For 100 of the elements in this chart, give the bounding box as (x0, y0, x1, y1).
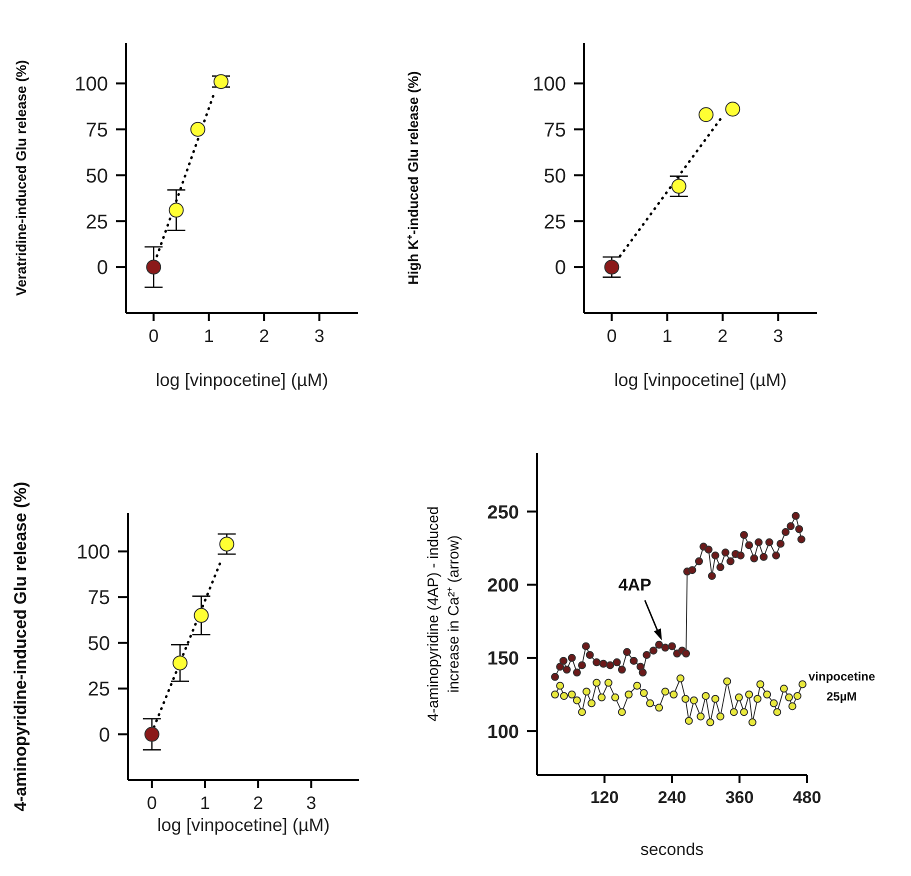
point (668, 642, 676, 650)
y-tick-label: 25 (86, 211, 108, 234)
y-tick-label: 0 (554, 257, 566, 280)
point (763, 690, 772, 698)
point (592, 678, 601, 687)
point (655, 640, 664, 649)
point (568, 654, 576, 662)
y-tick-label: 50 (86, 165, 108, 188)
y-axis-title: Veratridine-induced Glu release (%) (13, 60, 29, 296)
point (559, 656, 568, 665)
point (695, 557, 703, 566)
point (219, 536, 234, 552)
point (716, 563, 724, 572)
point (706, 718, 714, 726)
point (612, 658, 621, 666)
x-tick-label: 1 (662, 326, 672, 346)
point (630, 656, 638, 665)
point (551, 690, 559, 698)
x-tick-label: 0 (148, 326, 159, 346)
point (793, 692, 802, 700)
y-tick-label: 200 (487, 575, 519, 596)
point (599, 660, 608, 668)
point (670, 690, 678, 698)
point (649, 646, 658, 655)
point (556, 662, 564, 671)
series-label: vinpocetine 25µM (808, 669, 876, 704)
point (750, 554, 758, 562)
point (588, 699, 596, 708)
point (172, 655, 188, 670)
point (168, 202, 184, 218)
point (792, 512, 800, 520)
point (725, 102, 740, 117)
y-tick-label: 100 (532, 74, 566, 96)
x-tick-label: 2 (253, 792, 264, 813)
point (572, 696, 581, 704)
point (682, 694, 690, 703)
point (582, 688, 590, 696)
y-tick-label: 100 (487, 722, 519, 743)
point (748, 718, 756, 726)
point (586, 650, 594, 659)
x-axis-title: log [vinpocetine] (µM) (614, 370, 787, 390)
x-tick-label: 120 (590, 788, 619, 808)
point (682, 650, 690, 658)
point (730, 708, 738, 716)
y-tick-label: 75 (88, 587, 110, 610)
point (797, 535, 806, 544)
y-tick-label: 250 (487, 502, 519, 524)
point (592, 658, 601, 666)
point (144, 726, 160, 742)
point (661, 688, 670, 696)
point (788, 702, 796, 710)
point (618, 708, 626, 716)
x-tick-label: 3 (306, 792, 316, 813)
point (723, 677, 732, 686)
point (798, 680, 806, 688)
point (740, 530, 748, 539)
x-axis-title: seconds (640, 840, 704, 859)
point (754, 694, 762, 703)
x-axis-title: log [vinpocetine] (µM) (156, 370, 328, 390)
point (655, 704, 664, 712)
point (618, 666, 626, 674)
point (624, 690, 633, 698)
point (676, 674, 684, 682)
point (556, 682, 564, 690)
y-tick-label: 0 (98, 724, 110, 746)
point (146, 260, 162, 275)
point (690, 696, 698, 704)
point (688, 566, 696, 574)
x-tick-label: 360 (725, 788, 754, 808)
point (721, 548, 730, 557)
x-tick-label: 0 (606, 326, 617, 346)
x-tick-label: 0 (146, 792, 157, 813)
point (786, 522, 795, 530)
point (661, 644, 670, 652)
point (696, 712, 705, 720)
point (604, 678, 612, 687)
annotation: 4AP (618, 575, 652, 594)
point (698, 107, 714, 122)
point (582, 642, 590, 650)
y-tick-label: 100 (74, 74, 108, 96)
point (194, 608, 209, 623)
x-tick-label: 1 (204, 326, 214, 346)
y-tick-label: 75 (86, 119, 108, 142)
point (578, 661, 586, 670)
point (736, 551, 745, 560)
x-tick-label: 480 (792, 788, 822, 808)
y-tick-label: 0 (96, 257, 108, 280)
x-tick-label: 3 (773, 326, 784, 346)
x-tick-label: 240 (658, 788, 686, 808)
point (782, 528, 790, 536)
y-axis-title: 4-aminopyridine (4AP) - induced increase in Ca²⁺ (arrow) (425, 506, 462, 722)
point (740, 708, 748, 716)
y-tick-label: 50 (88, 632, 110, 655)
point (708, 572, 716, 580)
point (702, 692, 710, 700)
y-tick-label: 25 (544, 211, 566, 234)
point (578, 708, 586, 716)
point (642, 650, 651, 659)
point (562, 666, 571, 674)
point (611, 693, 620, 702)
